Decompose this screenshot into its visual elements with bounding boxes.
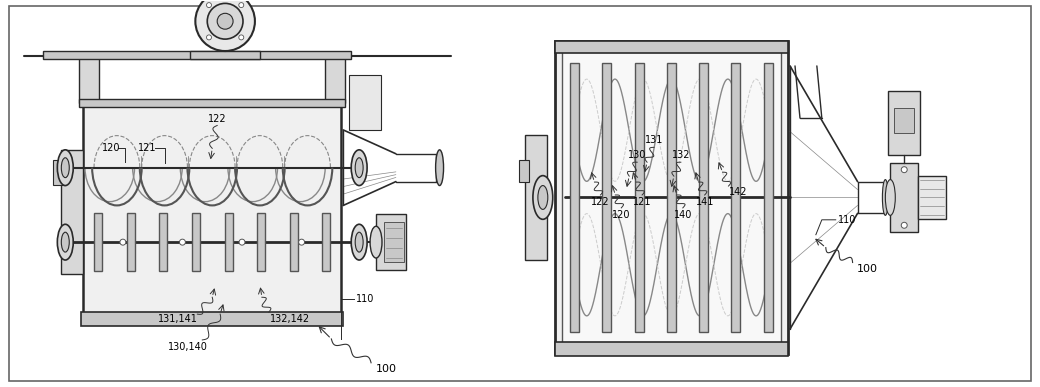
Bar (190, 51, 260, 59)
Text: 140: 140 (674, 210, 692, 220)
Text: 131: 131 (645, 135, 664, 146)
Bar (634, 63, 644, 332)
Bar (192, 213, 200, 271)
Bar (290, 213, 297, 271)
Bar (554, 41, 788, 354)
Bar (81, 312, 343, 326)
Bar (894, 108, 914, 133)
Bar (667, 63, 676, 332)
Bar (384, 222, 404, 262)
Ellipse shape (352, 224, 367, 260)
Bar (257, 213, 265, 271)
Bar (554, 41, 788, 53)
Ellipse shape (217, 13, 233, 29)
Text: 130: 130 (628, 150, 646, 160)
Bar (918, 176, 946, 219)
Bar (376, 214, 406, 270)
Ellipse shape (356, 232, 363, 252)
Text: 121: 121 (138, 143, 157, 153)
Bar (94, 213, 102, 271)
Bar (731, 63, 740, 332)
Text: 142: 142 (728, 187, 747, 197)
Ellipse shape (207, 3, 243, 39)
Text: 110: 110 (356, 294, 374, 304)
Bar (525, 135, 547, 260)
Ellipse shape (356, 158, 363, 178)
Bar (763, 63, 773, 332)
Bar (349, 75, 381, 130)
Ellipse shape (57, 224, 73, 260)
Ellipse shape (902, 167, 907, 173)
Ellipse shape (61, 158, 70, 178)
Bar (562, 48, 781, 347)
Ellipse shape (61, 232, 70, 252)
Ellipse shape (538, 185, 548, 209)
Bar (519, 160, 529, 182)
Text: 120: 120 (102, 143, 121, 153)
Ellipse shape (120, 239, 126, 245)
Text: 122: 122 (208, 113, 227, 123)
Ellipse shape (902, 222, 907, 228)
Ellipse shape (239, 3, 243, 8)
Bar (888, 91, 920, 155)
Ellipse shape (436, 150, 443, 185)
Text: 132: 132 (672, 150, 691, 160)
Ellipse shape (57, 150, 73, 185)
Bar (225, 213, 233, 271)
Bar (53, 160, 66, 185)
Ellipse shape (532, 176, 553, 219)
Bar (61, 150, 83, 274)
Bar (159, 213, 167, 271)
Bar (570, 63, 579, 332)
Ellipse shape (882, 180, 888, 215)
Ellipse shape (207, 3, 211, 8)
Text: 100: 100 (375, 364, 396, 374)
Text: 122: 122 (591, 197, 609, 207)
Bar (890, 163, 918, 232)
Text: 121: 121 (633, 197, 651, 207)
Text: 141: 141 (696, 197, 713, 207)
Bar (44, 51, 352, 59)
Text: 132,142: 132,142 (269, 314, 310, 324)
Bar (127, 213, 134, 271)
Ellipse shape (352, 150, 367, 185)
Ellipse shape (196, 0, 255, 51)
Bar (79, 99, 345, 107)
Bar (554, 342, 788, 356)
Text: 131,141: 131,141 (157, 314, 198, 324)
Ellipse shape (239, 35, 243, 40)
Ellipse shape (370, 226, 382, 258)
Bar (326, 56, 345, 103)
Text: 130,140: 130,140 (167, 342, 207, 352)
Bar (83, 101, 341, 324)
Bar (322, 213, 331, 271)
Ellipse shape (885, 180, 895, 215)
Ellipse shape (180, 239, 185, 245)
Ellipse shape (298, 239, 305, 245)
Text: 120: 120 (612, 210, 630, 220)
Bar (602, 63, 612, 332)
Bar (699, 63, 708, 332)
Bar (79, 56, 99, 103)
Ellipse shape (207, 35, 211, 40)
Text: 110: 110 (837, 215, 856, 225)
Text: 100: 100 (857, 264, 878, 274)
Ellipse shape (239, 239, 245, 245)
